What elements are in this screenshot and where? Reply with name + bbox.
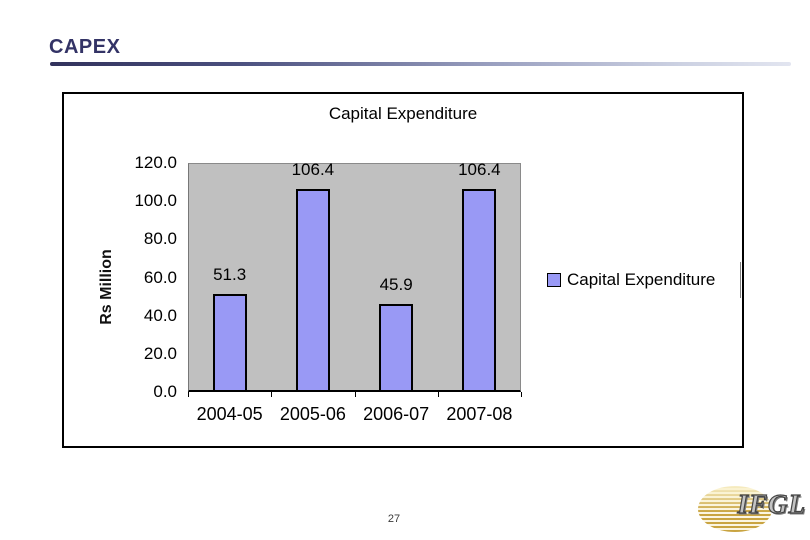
x-category-label: 2005-06 bbox=[279, 404, 346, 424]
ifgl-logo: IFGL bbox=[694, 483, 806, 535]
y-tick-label: 0.0 bbox=[153, 382, 177, 401]
bar-value-label: 51.3 bbox=[213, 265, 247, 285]
bar-value-label: 45.9 bbox=[379, 275, 413, 295]
bar bbox=[462, 188, 497, 392]
x-category-label: 2007-08 bbox=[446, 404, 513, 424]
y-tick-label: 20.0 bbox=[143, 343, 177, 363]
legend-label: Capital Expenditure bbox=[567, 270, 716, 289]
x-axis-tick bbox=[188, 392, 189, 397]
x-category-label: 2006-07 bbox=[363, 404, 430, 424]
bar-value-label: 106.4 bbox=[291, 159, 335, 179]
page-number: 27 bbox=[387, 513, 401, 525]
x-axis-tick bbox=[271, 392, 273, 397]
y-tick-label: 120.0 bbox=[134, 153, 177, 172]
chart-legend: Capital Expenditure bbox=[547, 268, 715, 292]
x-axis-tick bbox=[521, 392, 522, 397]
y-tick-label: 60.0 bbox=[143, 267, 177, 287]
y-tick-label: 40.0 bbox=[143, 305, 177, 325]
y-tick-label: 100.0 bbox=[134, 191, 177, 211]
x-axis-tick bbox=[437, 392, 439, 397]
slide-title: CAPEX bbox=[49, 36, 121, 58]
title-underline-rule bbox=[50, 62, 791, 66]
sun-stripes-icon bbox=[698, 486, 772, 532]
x-category-label: 2004-05 bbox=[196, 404, 263, 424]
bar bbox=[212, 294, 247, 392]
legend-swatch bbox=[547, 273, 561, 287]
bar-value-label: 106.4 bbox=[458, 159, 501, 179]
legend-edge-line bbox=[740, 262, 741, 298]
x-axis-tick bbox=[354, 392, 356, 397]
bar bbox=[379, 304, 414, 392]
y-tick-label: 80.0 bbox=[143, 229, 177, 249]
bar bbox=[295, 188, 330, 392]
chart-frame: Capital Expenditure Rs Million Capital E… bbox=[62, 92, 744, 448]
logo-text: IFGL bbox=[737, 488, 806, 519]
chart-title: Capital Expenditure bbox=[328, 104, 478, 123]
